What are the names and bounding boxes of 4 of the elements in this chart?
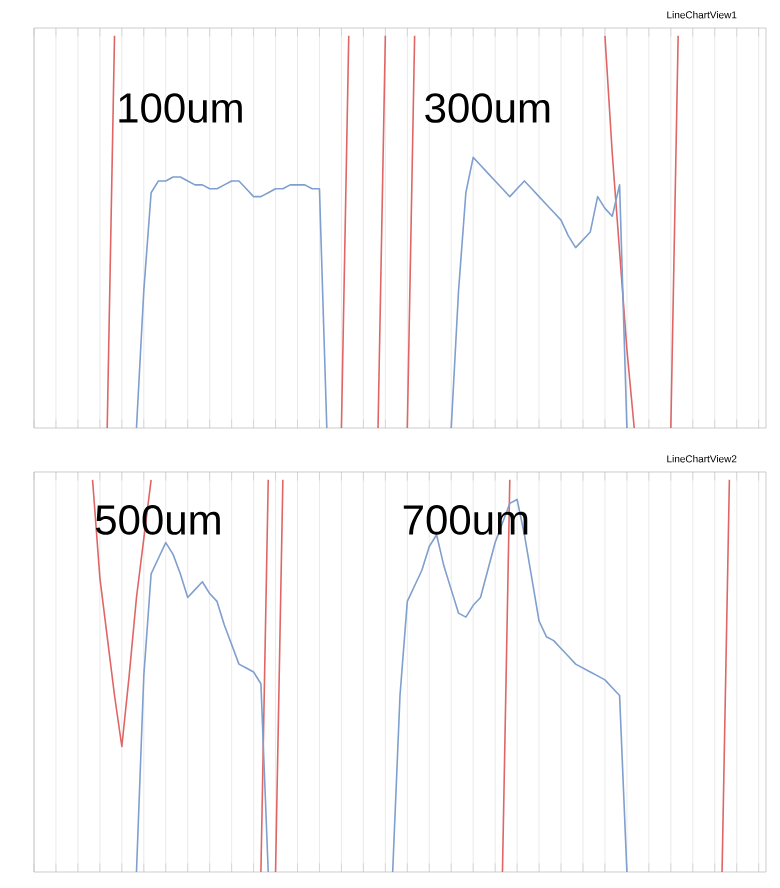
annotation: 300um — [425, 93, 550, 123]
annotation: 100um — [119, 93, 242, 123]
annotation: 700um — [403, 505, 528, 535]
annotation: 500um — [95, 505, 220, 535]
